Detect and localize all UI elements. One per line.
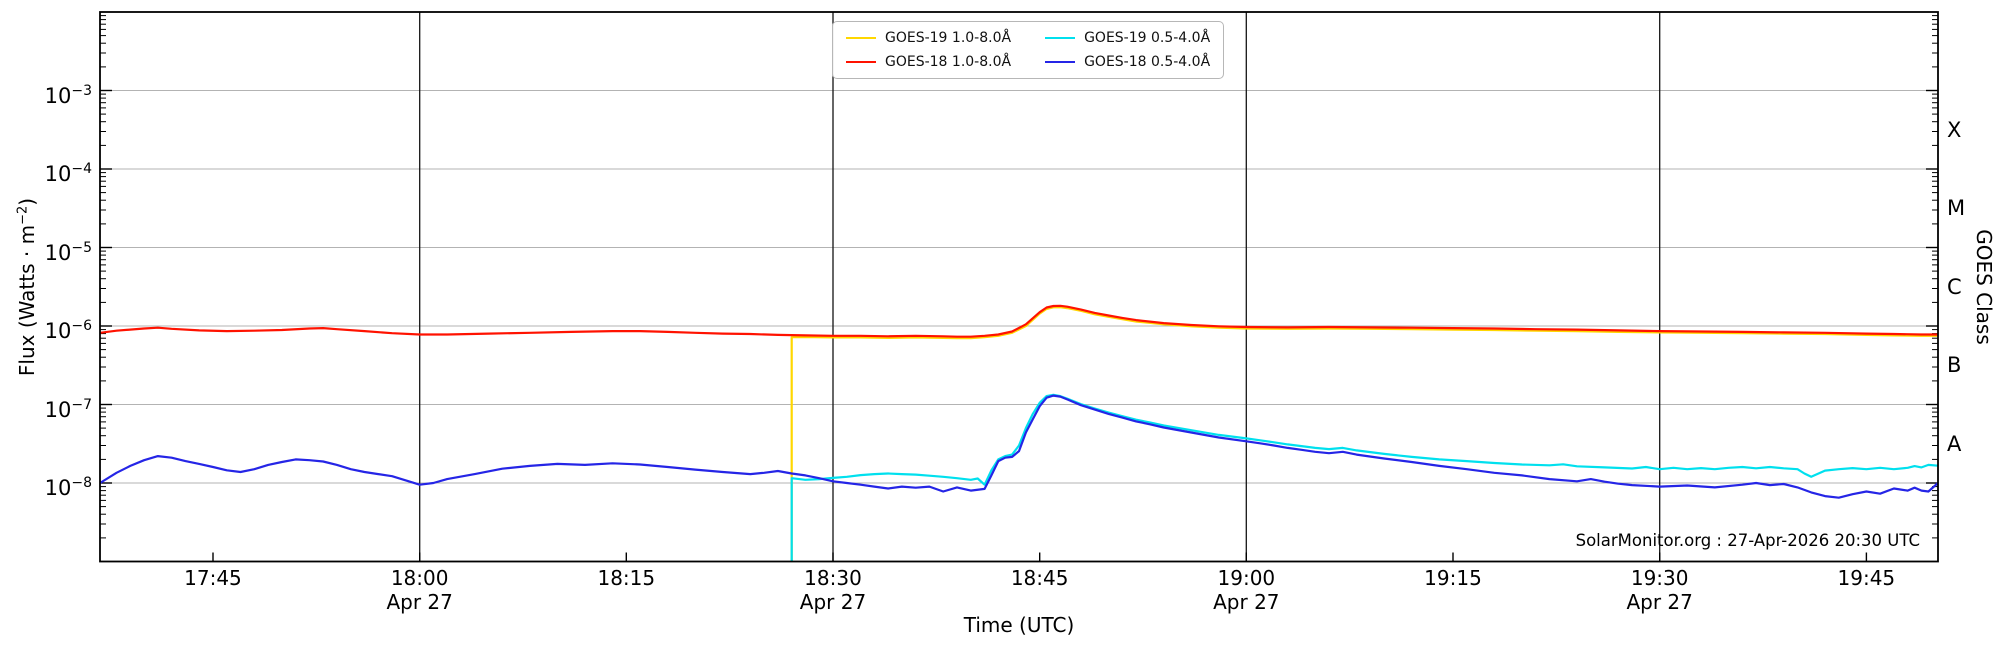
series-goes18-long-line	[100, 304, 1938, 338]
legend-label-goes19-long: GOES-19 1.0-8.0Å	[885, 30, 1012, 46]
y-axis-label-exponent: −2	[15, 205, 31, 225]
legend-item-goes18-short: GOES-18 0.5-4.0Å	[1045, 54, 1210, 70]
y-axis-label-text: Flux (Watts · m	[15, 224, 39, 377]
x-tick-label-1745: 17:45	[184, 566, 242, 590]
x-tick-label-1945: 19:45	[1837, 566, 1896, 590]
x-tick-date-label: Apr 27	[1213, 590, 1280, 614]
x-tick-label-1800: 18:00	[390, 566, 449, 590]
goes-class-label-M: M	[1947, 196, 1966, 221]
goes-class-label-A: A	[1947, 431, 1962, 456]
legend-item-goes19-short: GOES-19 0.5-4.0Å	[1045, 30, 1210, 46]
series-goes19-long-line	[790, 306, 1938, 562]
legend-label-goes18-short: GOES-18 0.5-4.0Å	[1084, 54, 1211, 70]
x-tick-label-1930: 19:30	[1630, 566, 1689, 590]
watermark-text: SolarMonitor.org : 27-Apr-2026 20:30 UTC	[1575, 531, 1920, 550]
legend-swatch-goes19-long	[846, 37, 876, 39]
goes-class-label-C: C	[1947, 274, 1962, 299]
y-tick-label-1e-8: 10−8	[44, 475, 92, 500]
series-goes19-short-line	[790, 393, 1938, 562]
y-tick-label-1e-7: 10−7	[44, 396, 92, 422]
x-tick-label-1815: 18:15	[597, 566, 656, 590]
y-tick-label-1e-4: 10−4	[44, 161, 92, 186]
goes-class-label-B: B	[1947, 353, 1962, 378]
x-tick-date-label: Apr 27	[1626, 590, 1693, 614]
plot-border	[99, 11, 1939, 563]
x-tick-label-1845: 18:45	[1010, 566, 1069, 590]
right-axis-label: GOES Class	[1972, 229, 1996, 345]
legend-swatch-goes19-short	[1045, 37, 1076, 39]
legend-item-goes19-long: GOES-19 1.0-8.0Å	[846, 30, 1011, 46]
legend-item-goes18-long: GOES-18 1.0-8.0Å	[846, 54, 1011, 70]
x-tick-date-label: Apr 27	[799, 590, 867, 614]
x-axis-label: Time (UTC)	[963, 613, 1075, 637]
y-tick-label-1e-6: 10−6	[44, 318, 92, 343]
y-tick-label-1e-3: 10−3	[44, 82, 92, 108]
x-tick-label-1915: 19:15	[1424, 566, 1482, 590]
y-axis-label: Flux (Watts · m−2)	[15, 198, 39, 376]
legend: GOES-19 1.0-8.0Å GOES-18 1.0-8.0Å GOES-19 …	[832, 21, 1225, 79]
y-tick-label-1e-5: 10−5	[44, 239, 92, 265]
y-axis-label-suffix: )	[15, 197, 39, 206]
x-tick-label-1830: 18:30	[804, 566, 862, 590]
x-tick-date-label: Apr 27	[386, 590, 453, 614]
series-goes18-short-line	[100, 394, 1938, 499]
legend-label-goes19-short: GOES-19 0.5-4.0Å	[1084, 30, 1211, 46]
legend-swatch-goes18-short	[1045, 61, 1076, 63]
goes-class-label-X: X	[1947, 117, 1962, 142]
legend-swatch-goes18-long	[846, 61, 876, 63]
legend-label-goes18-long: GOES-18 1.0-8.0Å	[885, 54, 1012, 70]
x-tick-label-1900: 19:00	[1217, 566, 1276, 590]
